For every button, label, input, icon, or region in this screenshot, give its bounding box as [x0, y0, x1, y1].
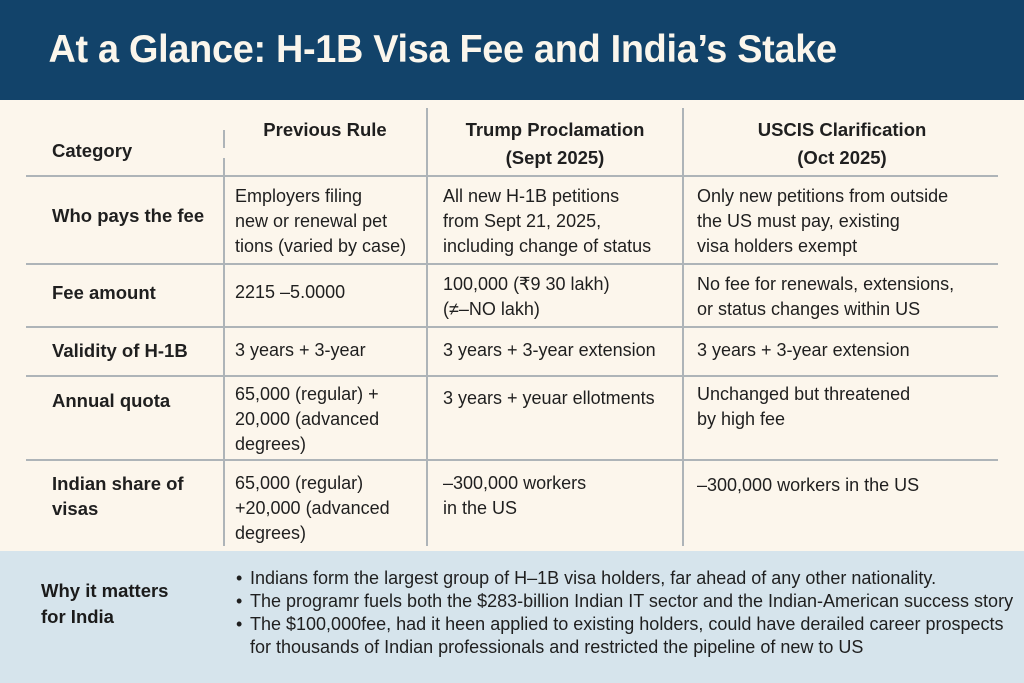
column-divider	[223, 130, 225, 148]
table-cell-trump: 3 years + yeuar ellotments	[443, 388, 655, 408]
table-row-category: Annual quota	[52, 390, 171, 411]
table-cell-previous: Employers filing new or renewal pet tion…	[235, 186, 407, 256]
header-divider	[26, 175, 998, 177]
comparison-table: Category Previous Rule Trump Proclamatio…	[0, 100, 1024, 550]
list-item-text: Indians form the largest group of H–1B v…	[250, 568, 937, 588]
page-title: At a Glance: H-1B Visa Fee and India’s S…	[48, 28, 838, 71]
list-item-text: The programr fuels both the $283-billion…	[250, 591, 1014, 611]
column-header-category: Category	[52, 137, 132, 165]
column-header-sublabel: (Oct 2025)	[797, 147, 887, 168]
column-divider	[682, 108, 684, 546]
list-item: • The programr fuels both the $283-billi…	[236, 590, 1024, 613]
table-cell-uscis: –300,000 workers in the US	[697, 475, 920, 495]
table-row-category: Validity of H-1B	[52, 340, 188, 361]
column-header-label: Previous Rule	[263, 119, 387, 140]
table-row-category: Who pays the fee	[52, 205, 205, 226]
column-divider	[223, 158, 225, 546]
table-cell-trump: –300,000 workers in the US	[443, 473, 587, 518]
table-cell-uscis: 3 years + 3-year extension	[697, 340, 910, 360]
column-header-label: Trump Proclamation	[465, 119, 645, 140]
column-header-trump-proclamation: Trump Proclamation (Sept 2025)	[428, 116, 682, 172]
row-divider	[26, 459, 998, 461]
why-it-matters-title: Why it matters for India	[41, 580, 169, 627]
list-item-text: The $100,000fee, had it heen applied to …	[250, 614, 1004, 657]
table-row-category: Indian share of visas	[52, 473, 184, 519]
column-header-sublabel: (Sept 2025)	[505, 147, 605, 168]
row-divider	[26, 375, 998, 377]
table-row-category: Fee amount	[52, 282, 156, 303]
table-cell-previous: 3 years + 3-year	[235, 340, 366, 360]
bullet-icon: •	[236, 568, 243, 588]
bullet-icon: •	[236, 591, 243, 611]
column-header-previous-rule: Previous Rule	[225, 116, 425, 144]
table-cell-uscis: Only new petitions from outside the US m…	[697, 186, 949, 256]
title-banner: At a Glance: H-1B Visa Fee and India’s S…	[0, 0, 1024, 100]
table-cell-previous: 2215 –5.0000	[235, 282, 346, 302]
table-cell-previous: 65,000 (regular) +20,000 (advanced degre…	[235, 473, 390, 543]
column-header-label: Category	[52, 140, 133, 161]
table-cell-uscis: Unchanged but threatened by high fee	[697, 384, 911, 429]
column-header-label: USCIS Clarification	[757, 119, 927, 140]
row-divider	[26, 263, 998, 265]
why-it-matters-list: • Indians form the largest group of H–1B…	[236, 567, 1024, 659]
table-cell-trump: All new H-1B petitions from Sept 21, 202…	[443, 186, 652, 256]
table-cell-trump: 3 years + 3-year extension	[443, 340, 656, 360]
table-cell-previous: 65,000 (regular) + 20,000 (advanced degr…	[235, 384, 380, 454]
why-it-matters-panel: Why it matters for India • Indians form …	[0, 551, 1024, 683]
list-item: • Indians form the largest group of H–1B…	[236, 567, 1024, 590]
table-cell-trump: 100,000 (₹9 30 lakh) (≠–NO lakh)	[443, 274, 610, 319]
column-header-uscis-clarification: USCIS Clarification (Oct 2025)	[684, 116, 1000, 172]
row-divider	[26, 326, 998, 328]
list-item: • The $100,000fee, had it heen applied t…	[236, 613, 1024, 659]
bullet-icon: •	[236, 614, 243, 634]
column-divider	[426, 108, 428, 546]
table-cell-uscis: No fee for renewals, extensions, or stat…	[697, 274, 955, 319]
